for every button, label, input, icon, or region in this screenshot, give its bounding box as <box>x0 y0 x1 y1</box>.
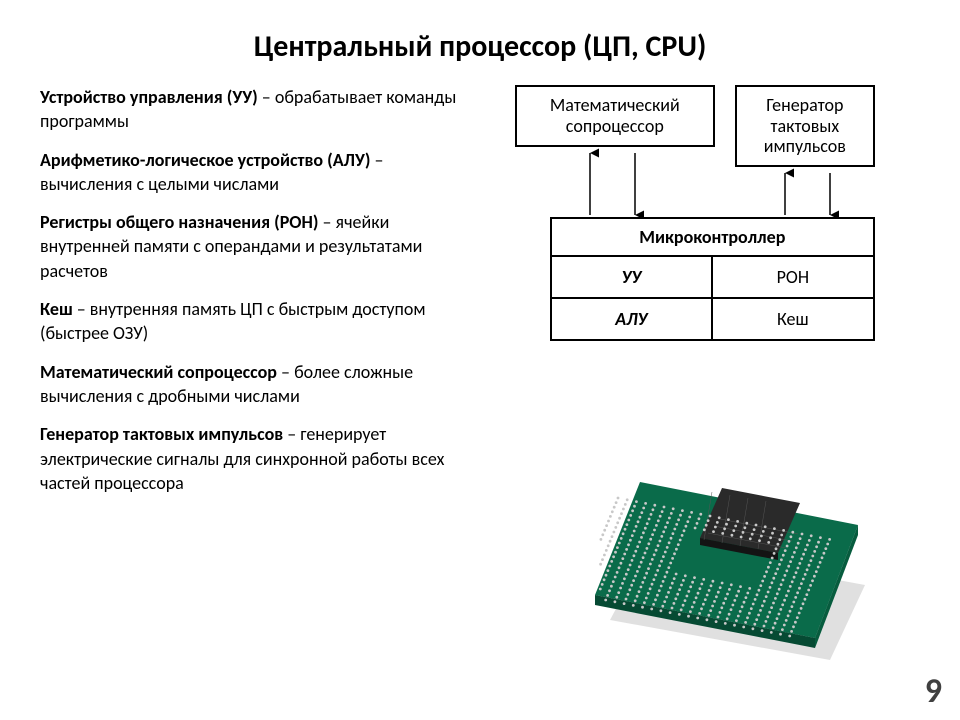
term-coproc: Математический сопроцессор – более сложн… <box>40 360 475 409</box>
term-uu: Устройство управления (УУ) – обрабатывае… <box>40 85 475 134</box>
term-name: Генератор тактовых импульсов <box>40 423 283 445</box>
box-cache: Кеш <box>711 297 875 341</box>
page-title: Центральный процессор (ЦП, CPU) <box>0 0 960 85</box>
term-clock: Генератор тактовых импульсов – генерируе… <box>40 422 475 495</box>
term-name: Устройство управления (УУ) <box>40 86 258 108</box>
term-ron: Регистры общего назначения (РОН) – ячейк… <box>40 210 475 283</box>
term-cache: Кеш – внутренняя память ЦП с быстрым дос… <box>40 297 475 346</box>
cpu-block-diagram: Математический сопроцессор Генератор так… <box>495 85 915 365</box>
page-number: 9 <box>925 671 942 712</box>
term-desc: – внутренняя память ЦП с быстрым доступо… <box>40 298 426 344</box>
box-ron: РОН <box>711 255 875 299</box>
box-alu: АЛУ <box>550 297 713 341</box>
cpu-chip-image <box>550 420 890 670</box>
definitions-column: Устройство управления (УУ) – обрабатывае… <box>40 85 495 509</box>
term-name: Математический сопроцессор <box>40 361 277 383</box>
term-name: Кеш <box>40 298 73 320</box>
box-micro-header: Микроконтроллер <box>550 217 875 257</box>
box-uu: УУ <box>550 255 713 299</box>
term-name: Регистры общего назначения (РОН) <box>40 211 318 233</box>
term-name: Арифметико-логическое устройство (АЛУ) <box>40 149 370 171</box>
term-alu: Арифметико-логическое устройство (АЛУ) –… <box>40 148 475 197</box>
